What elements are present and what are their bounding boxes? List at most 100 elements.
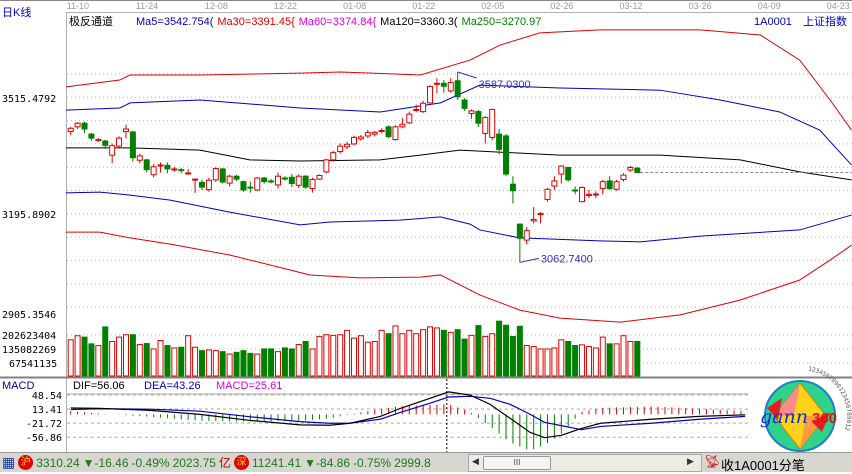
candle-body [406, 113, 413, 124]
candle-body [116, 137, 123, 147]
candle-body [164, 164, 171, 170]
volume-bar [268, 348, 275, 377]
candle-body [351, 136, 358, 145]
horizontal-scrollbar[interactable]: ◀ III ▶ [468, 454, 702, 472]
candle-body [427, 86, 434, 104]
volume-bar [178, 346, 185, 377]
candle-body [136, 155, 143, 161]
channel-line [65, 191, 852, 243]
volume-bar [378, 329, 385, 377]
candle-body [254, 177, 261, 191]
candle-body [316, 174, 323, 180]
volume-bar [150, 348, 157, 377]
date-tick: 03-26 [689, 1, 712, 11]
scroll-left-arrow-icon[interactable]: ◀ [472, 456, 479, 466]
volume-bar [357, 335, 364, 377]
indicator-name[interactable]: 极反通道 [69, 14, 113, 28]
volume-bar [392, 325, 399, 377]
date-tick: 01-22 [412, 1, 435, 11]
candle-body [606, 180, 613, 190]
candle-body [585, 193, 592, 196]
ma-legend: Ma5=3542.754(Ma30=3391.45{Ma60=3374.84{M… [136, 16, 541, 28]
volume-bar [205, 349, 212, 377]
candle-body [392, 126, 399, 141]
candle-body [261, 177, 268, 183]
annotation-label: 3062.7400 [541, 253, 593, 265]
ma-label: Ma250=3270.97 [462, 16, 542, 28]
date-tick: 02-26 [550, 1, 573, 11]
candle-body [330, 152, 337, 161]
sh-pct: -0.49% [131, 455, 170, 470]
volume-bar [116, 336, 123, 377]
volume-bar [613, 343, 620, 377]
volume-bar [371, 340, 378, 377]
shanghai-badge-icon[interactable]: 沪 [18, 455, 34, 470]
volume-bar [496, 320, 503, 377]
volume-bar [212, 350, 219, 377]
candle-body [551, 180, 558, 187]
volume-bar [516, 325, 523, 377]
volume-bar [606, 343, 613, 377]
macd-tick: 13.41 [32, 405, 62, 416]
status-bar: ▦ 沪 3310.24 ▼-16.46 -0.49% 2023.75 亿 深 1… [0, 452, 852, 473]
volume-bar [330, 334, 337, 377]
candle-body [364, 132, 371, 137]
volume-bar [81, 336, 88, 377]
volume-bar [295, 344, 302, 377]
sz-change: ▼-84.86 [304, 455, 351, 470]
candle-body [219, 168, 226, 183]
volume-bar [364, 341, 371, 377]
volume-bar [74, 335, 81, 377]
candle-body [371, 131, 378, 135]
volume-bar [468, 334, 475, 377]
volume-bar [88, 343, 95, 377]
period-label[interactable]: 日K线 [2, 5, 31, 19]
sh-change: ▼-16.46 [82, 455, 129, 470]
candle-body [143, 159, 150, 171]
annotation-leader [519, 257, 539, 263]
volume-bar [129, 334, 136, 377]
candle-body [288, 176, 295, 184]
channel-line [65, 231, 852, 323]
candle-body [530, 218, 537, 222]
volume-bar [185, 335, 192, 377]
volume-bar [482, 335, 489, 377]
volume-bar [385, 333, 392, 377]
volume-bar [102, 326, 109, 377]
candle-body [240, 181, 247, 191]
candle-body [74, 122, 81, 128]
grid-lines [67, 73, 852, 364]
candle-body [212, 168, 219, 181]
volume-bar [537, 348, 544, 377]
date-tick: 04-23 [827, 1, 850, 11]
volume-bar [503, 324, 510, 377]
annotation-leader [457, 71, 477, 79]
candle-body [413, 108, 420, 111]
volume-bar [302, 340, 309, 377]
date-tick: 04-09 [758, 1, 781, 11]
volume-bar [565, 340, 572, 377]
candle-body [337, 145, 344, 153]
shenzhen-badge-icon[interactable]: 深 [233, 455, 249, 470]
candle-body [572, 189, 579, 192]
volume-bar [572, 345, 579, 377]
candle-body [102, 140, 109, 146]
candle-body [247, 186, 254, 189]
candle-body [399, 123, 406, 128]
volume-tick: 202623404 [2, 331, 56, 342]
calendar-icon[interactable]: ▦ [2, 454, 16, 470]
candle-body [503, 135, 510, 175]
ma-label: Ma5=3542.754( [136, 16, 214, 28]
candle-body [295, 175, 302, 186]
candle-body [516, 223, 523, 239]
scroll-thumb[interactable]: III [483, 456, 551, 470]
macd-title[interactable]: MACD [2, 380, 34, 392]
volume-bar [171, 347, 178, 377]
candle-body [185, 172, 192, 175]
volume-bar [109, 340, 116, 377]
volume-bar [157, 339, 164, 377]
volume-bar [261, 348, 268, 377]
volume-bar [247, 352, 254, 377]
scroll-right-arrow-icon[interactable]: ▶ [687, 456, 694, 466]
